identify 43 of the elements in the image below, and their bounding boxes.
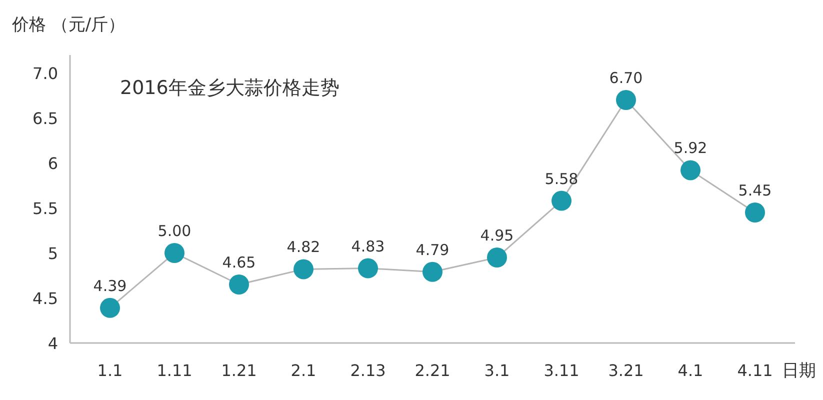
data-label: 4.39: [93, 276, 127, 295]
data-label: 4.79: [416, 240, 450, 259]
data-label: 5.58: [544, 170, 578, 188]
point: [164, 243, 184, 263]
x-tick-label: 4.11: [737, 361, 773, 380]
y-tick-label: 4.5: [32, 289, 58, 308]
y-tick-label: 5.5: [32, 199, 58, 218]
data-label: 4.65: [222, 254, 256, 272]
point: [487, 248, 507, 268]
x-tick-label: 1.11: [156, 361, 192, 380]
y-tick-label: 6.5: [32, 109, 58, 128]
x-tick-label: 1.21: [221, 361, 257, 380]
x-tick-label: 3.11: [544, 361, 580, 380]
data-label: 4.82: [286, 238, 320, 256]
point: [680, 160, 700, 180]
x-tick-label: 4.1: [678, 361, 704, 380]
x-axis-title: 日期: [782, 361, 816, 381]
x-tick-label: 2.21: [414, 361, 450, 380]
data-label: 4.95: [480, 226, 514, 244]
y-tick-label: 6: [48, 154, 58, 173]
text: 2016年金乡大蒜价格走势: [120, 77, 340, 99]
x-tick-label: 2.1: [290, 361, 316, 380]
data-label: 4.83: [351, 237, 385, 256]
x-tick-label: 3.1: [484, 361, 510, 380]
point: [616, 90, 636, 110]
point: [229, 274, 249, 294]
point: [358, 258, 378, 278]
data-label: 5.00: [158, 222, 192, 240]
x-tick-label: 1.1: [97, 361, 123, 380]
point: [422, 262, 442, 282]
point: [100, 298, 120, 318]
y-axis-title: 价格 （元/斤）: [11, 15, 126, 35]
x-tick-label: 2.13: [350, 361, 386, 380]
y-tick-label: 5: [48, 244, 58, 263]
point: [745, 202, 765, 222]
y-tick-label: 7.0: [32, 64, 58, 83]
point: [294, 259, 314, 280]
y-tick-label: 4: [48, 334, 58, 353]
x-tick-label: 3.21: [608, 361, 644, 380]
point: [552, 190, 572, 211]
data-label: 5.45: [738, 182, 772, 200]
data-label: 6.70: [609, 69, 643, 87]
data-label: 5.92: [674, 139, 708, 158]
